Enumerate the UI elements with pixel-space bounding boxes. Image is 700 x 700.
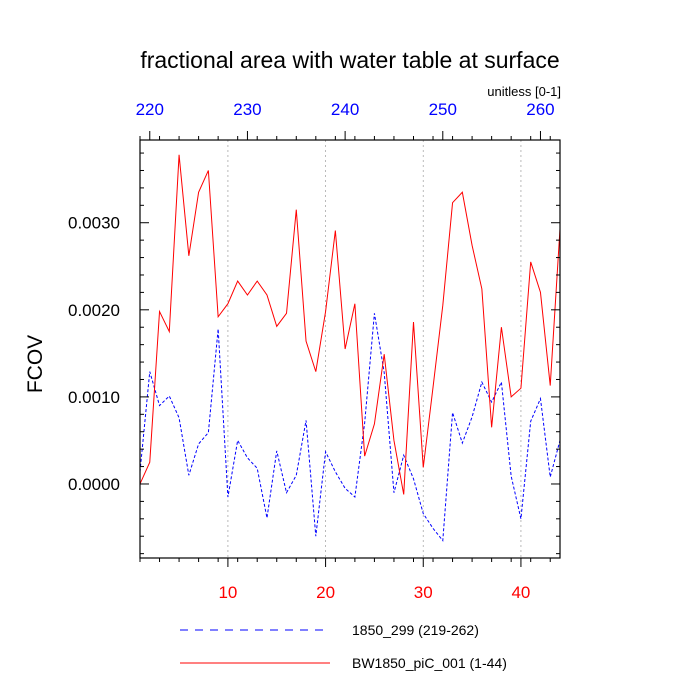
- chart-title: fractional area with water table at surf…: [140, 47, 559, 73]
- units-label: unitless [0-1]: [487, 84, 561, 99]
- series-line-1850-299: [139, 313, 561, 542]
- y-tick-label: 0.0020: [68, 301, 120, 320]
- x-bottom-tick-label: 30: [414, 583, 433, 602]
- y-axis-label: FCOV: [24, 335, 47, 393]
- x-top-tick-label: 220: [136, 100, 164, 119]
- series-lines: [139, 154, 561, 542]
- x-bottom-tick-label: 20: [316, 583, 335, 602]
- x-top-tick-label: 240: [331, 100, 359, 119]
- legend-label-bw1850: BW1850_piC_001 (1-44): [352, 655, 507, 671]
- x-top-tick-label: 230: [233, 100, 261, 119]
- series-line-bw1850: [139, 154, 561, 495]
- y-tick-label: 0.0030: [68, 214, 120, 233]
- y-tick-label: 0.0010: [68, 388, 120, 407]
- plot-frame: [139, 139, 561, 559]
- legend: 1850_299 (219-262) BW1850_piC_001 (1-44): [180, 622, 507, 671]
- y-tick-label: 0.0000: [68, 475, 120, 494]
- x-bottom-tick-label: 40: [511, 583, 530, 602]
- x-bottom-tick-label: 10: [218, 583, 237, 602]
- x-top-tick-label: 250: [429, 100, 457, 119]
- legend-label-1850-299: 1850_299 (219-262): [352, 622, 479, 638]
- x-top-tick-label: 260: [526, 100, 554, 119]
- axes: 0.0000 0.0010 0.0020 0.0030 10 20 30 40 220 230 24…: [68, 100, 561, 602]
